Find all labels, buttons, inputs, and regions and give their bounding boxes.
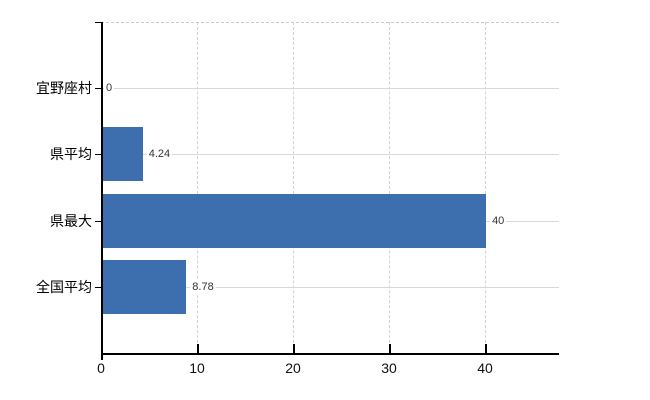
vertical-gridline <box>197 22 199 353</box>
category-label: 県平均 <box>50 146 92 163</box>
y-axis-tick <box>95 88 101 90</box>
category-label: 宜野座村 <box>36 80 92 97</box>
category-label: 県最大 <box>50 212 92 229</box>
x-tick-label: 0 <box>97 360 105 376</box>
bar <box>102 193 487 248</box>
x-tick-label: 10 <box>189 360 205 376</box>
y-axis-line <box>101 22 103 360</box>
bar <box>102 259 187 314</box>
plot-top-border <box>101 22 559 23</box>
x-axis-line <box>101 353 559 355</box>
category-label: 全国平均 <box>36 278 92 295</box>
y-axis-tick <box>95 220 101 222</box>
bar-value-label: 0 <box>104 80 115 97</box>
x-tick-label: 20 <box>285 360 301 376</box>
vertical-gridline <box>293 22 295 353</box>
x-axis-tick <box>293 344 295 353</box>
horizontal-gridline <box>102 88 559 90</box>
bar-value-label: 40 <box>490 212 507 229</box>
vertical-gridline <box>389 22 391 353</box>
horizontal-gridline <box>102 286 559 288</box>
bar-value-label: 8.78 <box>190 278 216 295</box>
bar <box>102 127 143 182</box>
x-axis-tick <box>197 344 199 353</box>
x-tick-label: 30 <box>381 360 397 376</box>
horizontal-gridline <box>102 154 559 156</box>
bar-value-label: 4.24 <box>146 146 173 163</box>
vertical-gridline <box>485 22 487 353</box>
y-axis-tick <box>95 154 101 156</box>
x-axis-tick <box>485 344 487 353</box>
y-axis-end-tick <box>95 22 101 23</box>
x-axis-tick <box>389 344 391 353</box>
x-tick-label: 40 <box>477 360 493 376</box>
y-axis-tick <box>95 286 101 288</box>
